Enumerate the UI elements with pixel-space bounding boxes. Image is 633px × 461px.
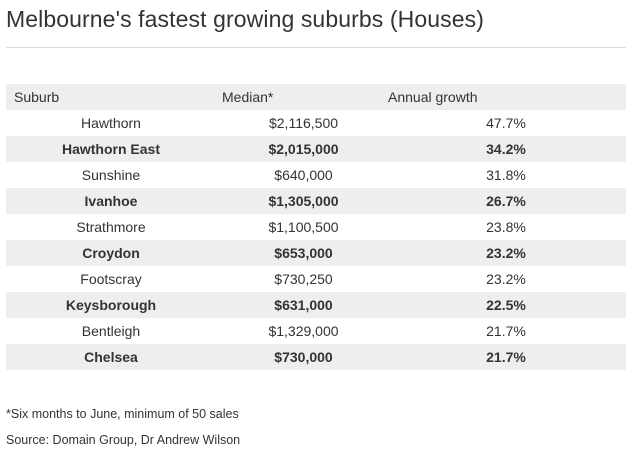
table-row: Hawthorn $2,116,500 47.7% [6, 110, 626, 136]
cell-growth: 23.8% [486, 219, 526, 235]
cell-median: $1,305,000 [268, 193, 339, 209]
table-header-row: Suburb Median* Annual growth [6, 84, 626, 110]
table-row: Chelsea $730,000 21.7% [6, 344, 626, 370]
cell-suburb: Ivanhoe [84, 193, 138, 209]
table-row: Strathmore $1,100,500 23.8% [6, 214, 626, 240]
table-row: Sunshine $640,000 31.8% [6, 162, 626, 188]
cell-median: $1,100,500 [268, 219, 339, 235]
table-row: Keysborough $631,000 22.5% [6, 292, 626, 318]
table-row: Ivanhoe $1,305,000 26.7% [6, 188, 626, 214]
cell-median: $653,000 [274, 245, 333, 261]
cell-growth: 21.7% [486, 349, 526, 365]
suburb-growth-table: Suburb Median* Annual growth Hawthorn $2… [6, 84, 626, 370]
header-annual-growth: Annual growth [388, 89, 478, 105]
title-divider [6, 47, 626, 48]
cell-suburb: Strathmore [76, 219, 146, 235]
footnote: *Six months to June, minimum of 50 sales [6, 407, 239, 421]
cell-suburb: Hawthorn [81, 115, 141, 131]
cell-suburb: Hawthorn East [61, 141, 160, 157]
table-row: Croydon $653,000 23.2% [6, 240, 626, 266]
cell-suburb: Footscray [80, 271, 142, 287]
cell-growth: 21.7% [486, 323, 526, 339]
cell-median: $631,000 [274, 297, 333, 313]
cell-suburb: Bentleigh [81, 323, 141, 339]
cell-suburb: Sunshine [81, 167, 141, 183]
source-credit: Source: Domain Group, Dr Andrew Wilson [6, 433, 241, 447]
cell-growth: 47.7% [486, 115, 526, 131]
cell-median: $1,329,000 [268, 323, 339, 339]
cell-growth: 31.8% [486, 167, 526, 183]
cell-median: $640,000 [274, 167, 333, 183]
table-row: Hawthorn East $2,015,000 34.2% [6, 136, 626, 162]
cell-median: $2,116,500 [268, 115, 339, 131]
header-median: Median* [222, 89, 274, 105]
cell-growth: 34.2% [486, 141, 526, 157]
cell-median: $730,250 [274, 271, 333, 287]
header-suburb: Suburb [14, 89, 60, 105]
table-row: Bentleigh $1,329,000 21.7% [6, 318, 626, 344]
cell-growth: 23.2% [486, 245, 526, 261]
cell-median: $730,000 [274, 349, 333, 365]
table-row: Footscray $730,250 23.2% [6, 266, 626, 292]
cell-growth: 23.2% [486, 271, 526, 287]
cell-suburb: Chelsea [84, 349, 138, 365]
cell-growth: 22.5% [486, 297, 526, 313]
cell-suburb: Croydon [82, 245, 140, 261]
cell-growth: 26.7% [486, 193, 526, 209]
page-title: Melbourne's fastest growing suburbs (Hou… [6, 6, 484, 32]
cell-suburb: Keysborough [65, 297, 157, 313]
cell-median: $2,015,000 [268, 141, 339, 157]
